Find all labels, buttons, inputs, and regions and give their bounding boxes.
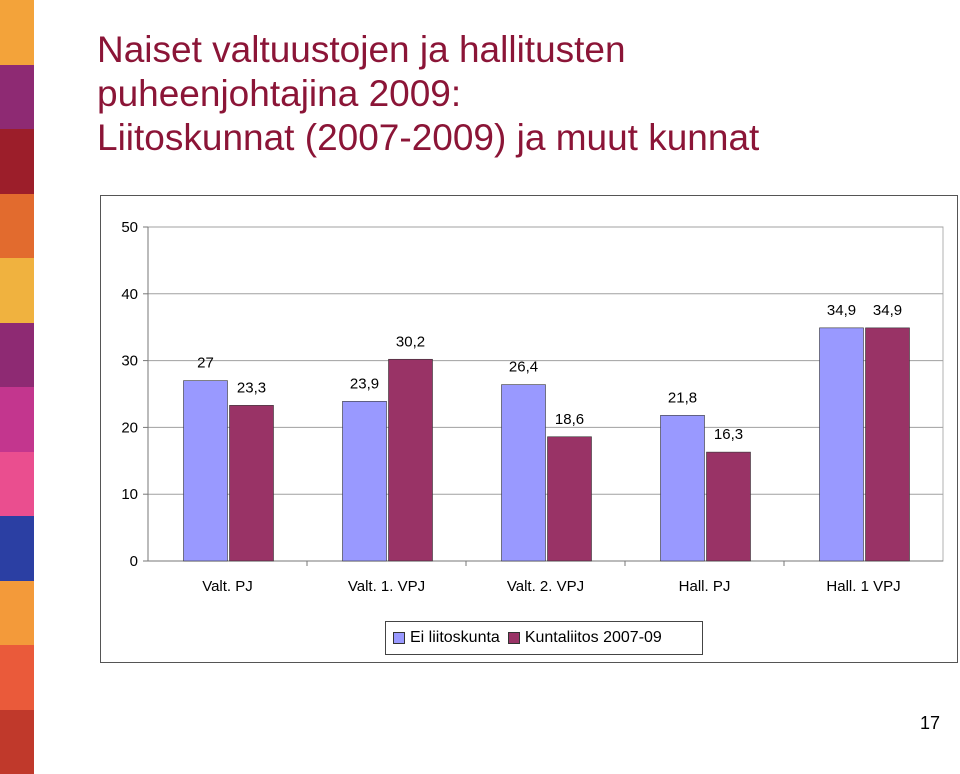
legend-swatch-kuntaliitos xyxy=(507,632,520,644)
x-tick-label: Valt. PJ xyxy=(202,578,253,595)
bar xyxy=(342,401,387,562)
chart-legend: Ei liitoskunta Kuntaliitos 2007-09 xyxy=(385,621,703,655)
bar xyxy=(229,405,274,562)
bar xyxy=(819,327,864,562)
stripe-segment xyxy=(0,129,34,194)
legend-item-ei-liitoskunta: Ei liitoskunta xyxy=(393,629,500,647)
legend-item-kuntaliitos: Kuntaliitos 2007-09 xyxy=(507,629,662,647)
bar xyxy=(660,415,705,562)
x-tick-label: Hall. 1 VPJ xyxy=(826,578,900,595)
slide-title: Naiset valtuustojen ja hallitusten puhee… xyxy=(97,28,759,160)
data-label: 18,6 xyxy=(555,411,584,428)
stripe-segment xyxy=(0,580,34,645)
stripe-segment xyxy=(0,258,34,323)
bar xyxy=(501,384,546,562)
data-label: 26,4 xyxy=(509,359,538,376)
stripe-segment xyxy=(0,193,34,258)
legend-label-ei-liitoskunta: Ei liitoskunta xyxy=(410,629,500,646)
data-label: 21,8 xyxy=(668,389,697,406)
y-tick-label: 40 xyxy=(121,286,138,303)
data-label: 34,9 xyxy=(827,302,856,319)
decorative-color-stripe xyxy=(0,0,34,774)
data-label: 16,3 xyxy=(714,426,743,443)
legend-label-kuntaliitos: Kuntaliitos 2007-09 xyxy=(524,629,662,646)
stripe-segment xyxy=(0,387,34,452)
bar xyxy=(865,327,910,562)
page-number: 17 xyxy=(919,713,940,733)
data-label: 34,9 xyxy=(873,302,902,319)
data-label: 30,2 xyxy=(396,333,425,350)
stripe-segment xyxy=(0,0,34,65)
stripe-segment xyxy=(0,645,34,710)
bar xyxy=(706,451,751,562)
data-label: 23,3 xyxy=(237,379,266,396)
bar xyxy=(183,380,228,562)
stripe-segment xyxy=(0,322,34,387)
x-tick-label: Valt. 2. VPJ xyxy=(507,578,584,595)
stripe-segment xyxy=(0,516,34,581)
y-tick-label: 0 xyxy=(130,553,138,570)
x-tick-label: Valt. 1. VPJ xyxy=(348,578,425,595)
slide-title-line-1: Naiset valtuustojen ja hallitusten xyxy=(97,29,626,70)
legend-swatch-ei-liitoskunta xyxy=(393,632,405,644)
data-label: 27 xyxy=(197,355,214,372)
bar xyxy=(547,436,592,562)
stripe-segment xyxy=(0,64,34,129)
stripe-segment xyxy=(0,451,34,516)
slide-title-line-2: puheenjohtajina 2009: xyxy=(97,73,462,114)
y-tick-label: 50 xyxy=(121,219,138,236)
x-tick-label: Hall. PJ xyxy=(679,578,731,595)
bar xyxy=(388,358,433,562)
y-tick-label: 10 xyxy=(121,486,138,503)
slide-title-line-3: Liitoskunnat (2007-2009) ja muut kunnat xyxy=(97,117,760,158)
stripe-segment xyxy=(0,709,34,774)
y-tick-label: 30 xyxy=(121,353,138,370)
data-label: 23,9 xyxy=(350,375,379,392)
y-tick-label: 20 xyxy=(121,419,138,436)
